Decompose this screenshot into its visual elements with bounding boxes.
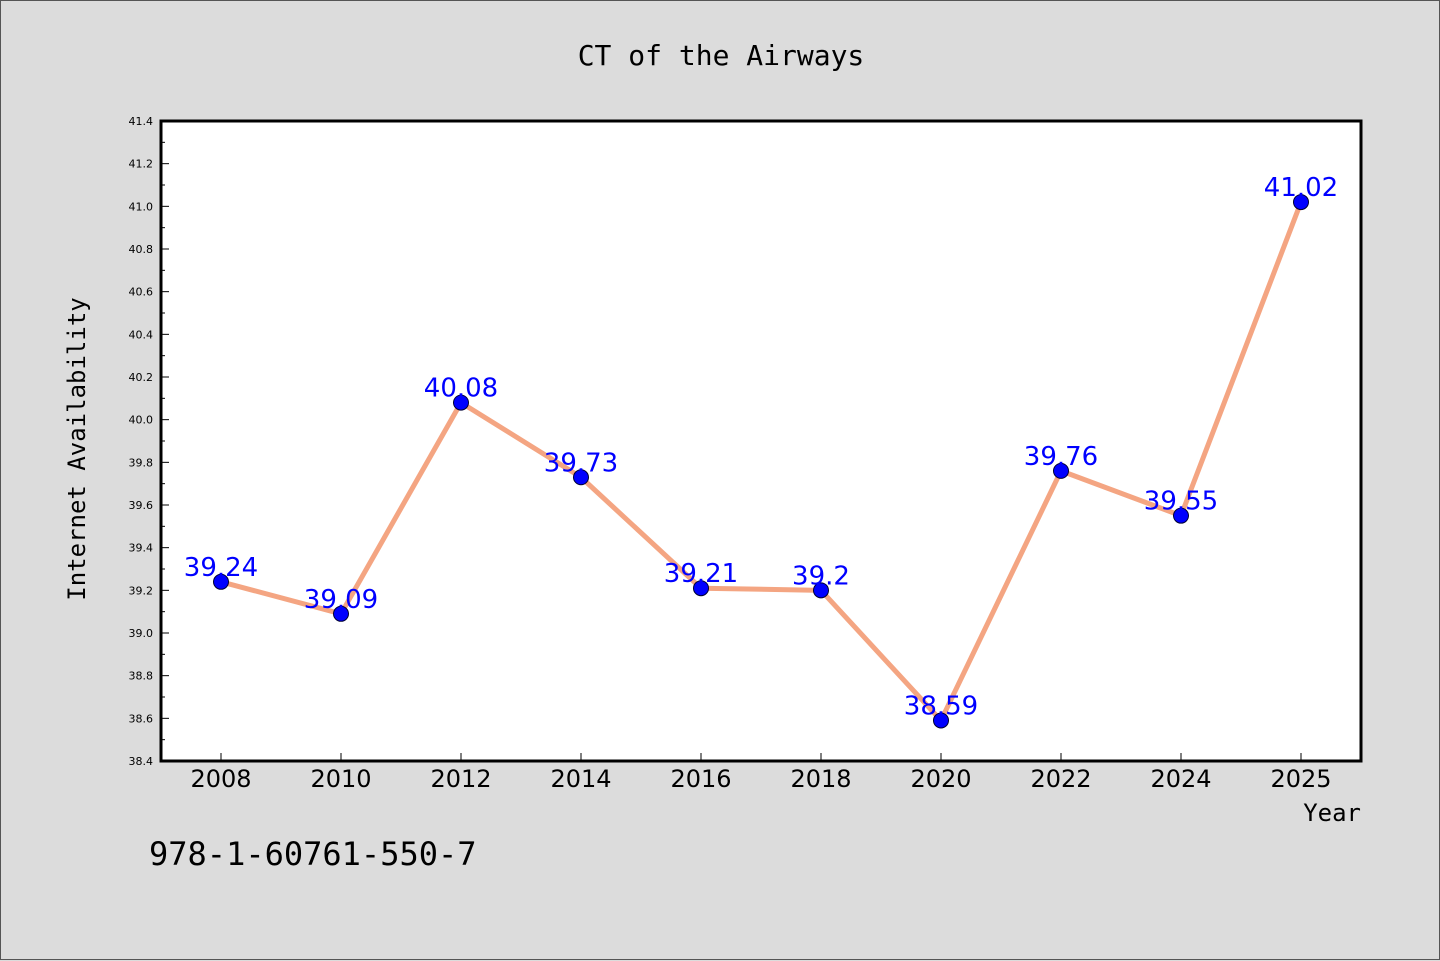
y-axis: 38.4 38.6 38.8 39.0 39.2 39.4 39.6 39.8 40.0 40.2… <box>129 115 169 768</box>
data-label: 41.02 <box>1264 173 1338 203</box>
data-label: 38.59 <box>904 691 978 721</box>
y-tick-label: 39.0 <box>129 627 154 640</box>
x-axis-label: Year <box>1303 799 1361 827</box>
data-label: 39.76 <box>1024 442 1098 472</box>
y-tick-label: 40.0 <box>129 414 154 427</box>
y-tick-label: 39.2 <box>129 584 154 597</box>
data-point <box>1173 507 1189 524</box>
x-tick-label: 2022 <box>1030 765 1091 793</box>
x-tick-label: 2024 <box>1150 765 1211 793</box>
y-tick-label: 38.8 <box>129 670 154 683</box>
x-tick-label: 2025 <box>1270 765 1331 793</box>
x-tick-label: 2012 <box>430 765 491 793</box>
plot-border <box>159 119 1363 763</box>
chart-title: CT of the Airways <box>578 39 865 72</box>
x-tick-label: 2014 <box>550 765 611 793</box>
data-point <box>693 580 709 597</box>
x-axis: 2008 2010 2012 2014 2016 2018 2020 2022 2024 2025 <box>190 753 1332 793</box>
y-tick-label: 38.4 <box>129 755 154 768</box>
y-tick-label: 41.0 <box>129 200 154 213</box>
data-label: 39.55 <box>1144 487 1218 517</box>
y-tick-label: 40.2 <box>129 371 154 384</box>
data-point <box>333 605 349 622</box>
x-tick-label: 2018 <box>790 765 851 793</box>
y-tick-label: 41.2 <box>129 158 154 171</box>
data-label: 39.24 <box>184 553 258 583</box>
y-tick-label: 39.6 <box>129 499 154 512</box>
data-label: 39.73 <box>544 448 618 478</box>
y-tick-label: 40.8 <box>129 243 154 256</box>
data-point <box>213 573 229 590</box>
y-tick-label: 40.4 <box>129 328 154 341</box>
data-point <box>813 582 829 599</box>
data-point <box>1053 462 1069 479</box>
y-tick-label: 39.4 <box>129 542 154 555</box>
y-tick-label: 41.4 <box>129 115 154 128</box>
plot-area <box>161 121 1361 761</box>
y-tick-label: 40.6 <box>129 286 154 299</box>
data-label: 39.2 <box>792 561 850 591</box>
y-tick-label: 39.8 <box>129 456 154 469</box>
isbn-text: 978-1-60761-550-7 <box>149 835 477 873</box>
data-label: 39.09 <box>304 585 378 615</box>
data-label: 40.08 <box>424 374 498 404</box>
data-point <box>453 394 469 411</box>
data-point <box>573 469 589 486</box>
x-tick-label: 2008 <box>190 765 251 793</box>
data-point <box>933 712 949 729</box>
series-line <box>218 199 1304 723</box>
x-tick-label: 2016 <box>670 765 731 793</box>
y-tick-label: 38.6 <box>129 712 154 725</box>
data-label: 39.21 <box>664 559 738 589</box>
x-tick-label: 2010 <box>310 765 371 793</box>
data-point <box>1293 194 1309 211</box>
x-tick-label: 2020 <box>910 765 971 793</box>
series-layer: 39.24 39.09 40.08 39.73 39.21 39.2 38.59 39.76 3… <box>184 173 1338 729</box>
y-axis-label: Internet Availability <box>63 297 91 600</box>
